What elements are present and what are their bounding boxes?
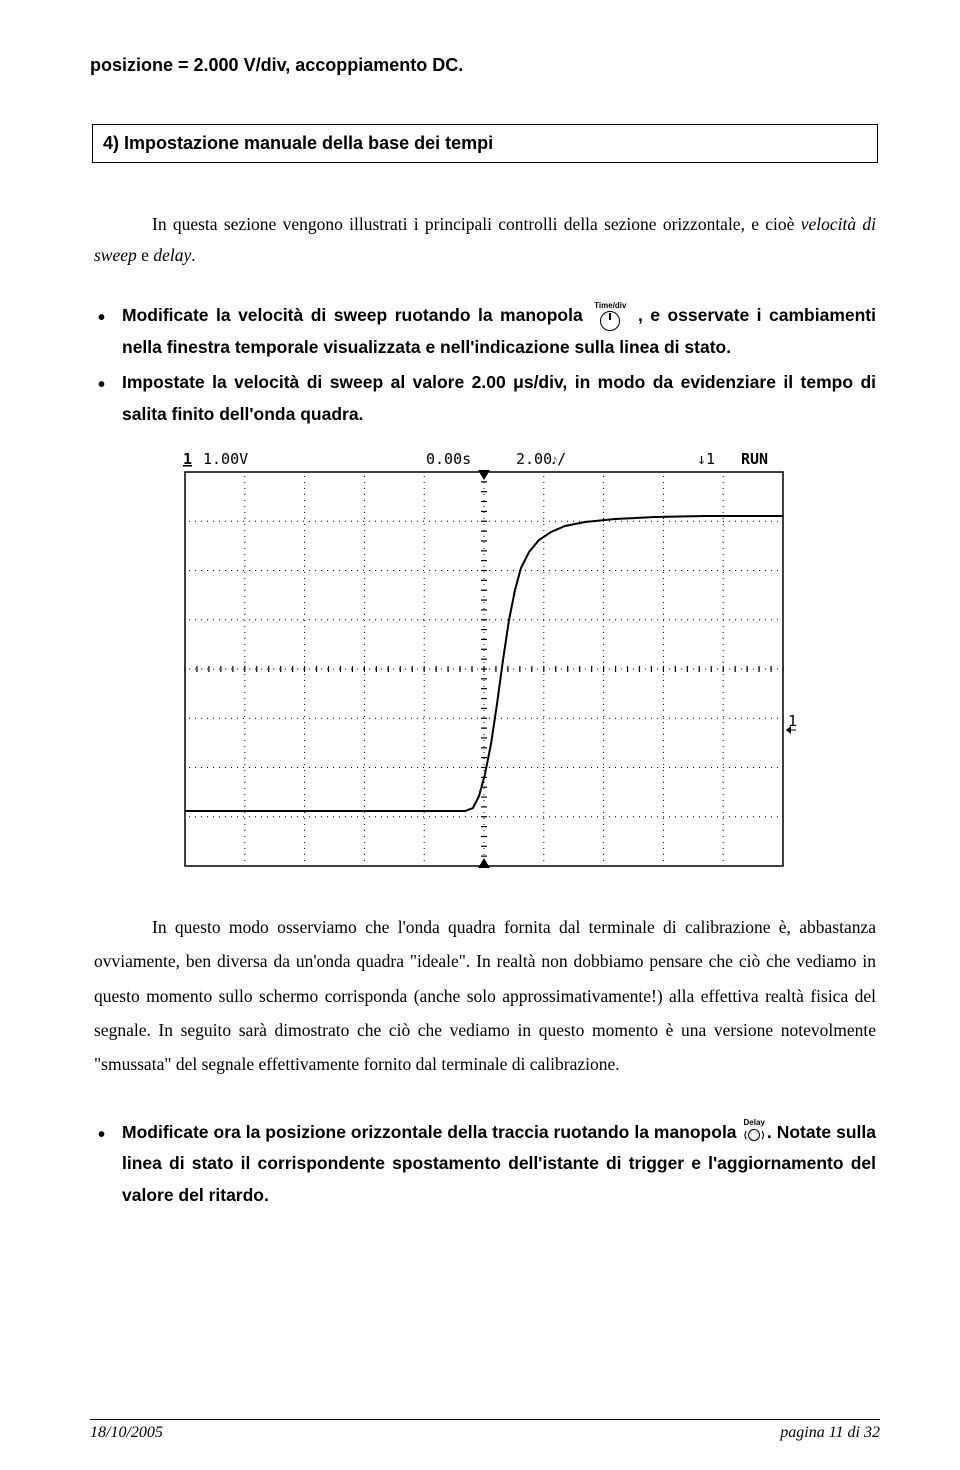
intro-paragraph: In questa sezione vengono illustrati i p… (94, 209, 876, 270)
section-heading-box: 4) Impostazione manuale della base dei t… (92, 124, 878, 163)
svg-text:2.00𝆕/: 2.00𝆕/ (516, 450, 566, 468)
page: posizione = 2.000 V/div, accoppiamento D… (0, 0, 960, 1470)
scope-svg: 1 1.00V 0.00s 2.00𝆕/ ↓1 RUN 1 (165, 448, 805, 880)
footer-date: 18/10/2005 (90, 1424, 163, 1442)
intro-connector: e (137, 245, 154, 265)
bullet-item-delay-knob: Modificate ora la posizione orizzontale … (94, 1117, 876, 1212)
delay-knob-label: Delay (744, 1119, 765, 1127)
bullet3-pre: Modificate ora la posizione orizzontale … (122, 1122, 742, 1142)
svg-text:↓1: ↓1 (697, 450, 715, 468)
body-paragraph-text: In questo modo osserviamo che l'onda qua… (94, 917, 876, 1074)
timediv-knob-icon: Time/div (594, 302, 626, 331)
intro-italic-2: delay (153, 245, 191, 265)
bullet1-pre: Modificate la velocità di sweep ruotando… (122, 305, 590, 325)
bullet-list-1: Modificate la velocità di sweep ruotando… (94, 300, 876, 430)
footer-page-number: pagina 11 di 32 (780, 1424, 880, 1442)
intro-lead: In questa sezione vengono illustrati i p… (152, 214, 801, 234)
svg-text:1.00V: 1.00V (203, 450, 248, 468)
page-footer: 18/10/2005 pagina 11 di 32 (90, 1419, 880, 1442)
bullet-item-set-2us: Impostate la velocità di sweep al valore… (94, 367, 876, 430)
timediv-knob-label: Time/div (594, 302, 626, 310)
oscilloscope-screenshot: 1 1.00V 0.00s 2.00𝆕/ ↓1 RUN 1 (94, 448, 876, 880)
svg-text:RUN: RUN (741, 450, 768, 468)
delay-knob-icon: Delay⟨⟩ (744, 1119, 765, 1143)
bullet-item-sweep-knob: Modificate la velocità di sweep ruotando… (94, 300, 876, 363)
svg-text:1: 1 (788, 712, 797, 730)
svg-text:1: 1 (183, 450, 192, 468)
bullet-list-2: Modificate ora la posizione orizzontale … (94, 1117, 876, 1212)
intro-period: . (191, 245, 195, 265)
top-settings-line: posizione = 2.000 V/div, accoppiamento D… (90, 55, 880, 76)
svg-text:0.00s: 0.00s (426, 450, 471, 468)
body-paragraph: In questo modo osserviamo che l'onda qua… (94, 910, 876, 1081)
